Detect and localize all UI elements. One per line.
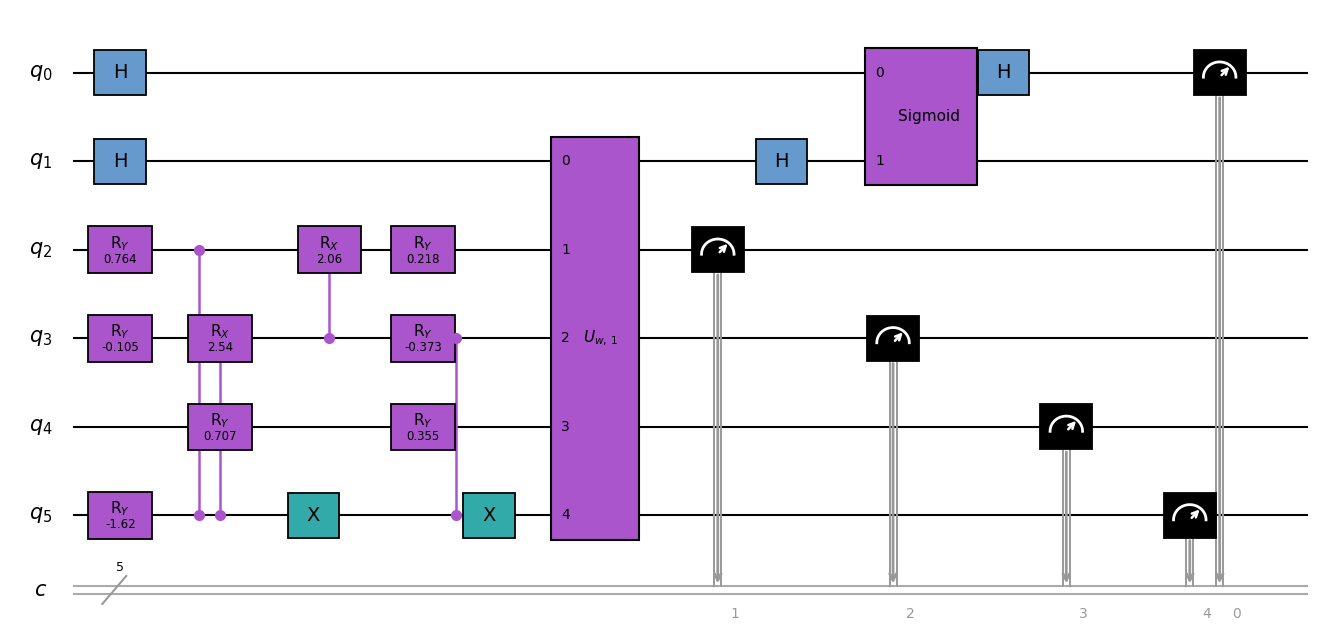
Text: 3: 3	[562, 420, 570, 434]
Text: 0.355: 0.355	[406, 430, 440, 443]
Text: 2.54: 2.54	[207, 341, 232, 354]
Text: $\mathregular{R}_{Y}$: $\mathregular{R}_{Y}$	[413, 323, 433, 341]
Text: 5: 5	[117, 561, 125, 574]
Text: 0: 0	[562, 154, 570, 168]
Bar	[551, 137, 639, 540]
Text: 1: 1	[730, 607, 740, 621]
Bar	[89, 315, 153, 362]
Text: 2.06: 2.06	[316, 253, 343, 266]
Text: 3: 3	[1080, 607, 1088, 621]
Text: 0.764: 0.764	[104, 253, 137, 266]
Text: -0.373: -0.373	[404, 341, 442, 354]
Bar	[463, 493, 515, 538]
Text: $\mathregular{R}_{Y}$: $\mathregular{R}_{Y}$	[210, 411, 230, 430]
Text: $\mathit{c}$: $\mathit{c}$	[35, 580, 48, 600]
Text: H: H	[996, 63, 1011, 82]
Text: X: X	[482, 506, 495, 525]
Text: H: H	[774, 152, 789, 171]
Text: 2: 2	[906, 607, 915, 621]
Bar	[392, 226, 456, 273]
Text: 1: 1	[562, 243, 570, 257]
Text: $\mathregular{R}_{X}$: $\mathregular{R}_{X}$	[210, 323, 230, 341]
Bar	[1163, 493, 1215, 538]
Text: 1: 1	[875, 154, 884, 168]
Text: $\mathit{q}_{2}$: $\mathit{q}_{2}$	[29, 240, 52, 260]
Text: H: H	[113, 152, 127, 171]
Bar	[94, 139, 146, 183]
Text: $\mathit{q}_{0}$: $\mathit{q}_{0}$	[29, 62, 52, 83]
Text: 0.218: 0.218	[406, 253, 440, 266]
Bar	[288, 493, 340, 538]
Bar	[1040, 404, 1092, 449]
Bar	[89, 226, 153, 273]
Bar	[867, 316, 919, 360]
Text: $\mathregular{R}_{Y}$: $\mathregular{R}_{Y}$	[110, 323, 130, 341]
Text: $U_{w,\,1}$: $U_{w,\,1}$	[583, 329, 618, 348]
Text: 0: 0	[875, 66, 884, 79]
Text: $\mathit{q}_{3}$: $\mathit{q}_{3}$	[29, 328, 52, 348]
Bar	[692, 227, 744, 272]
Text: $\mathit{q}_{5}$: $\mathit{q}_{5}$	[29, 505, 52, 525]
Bar	[392, 404, 456, 450]
Bar	[1194, 50, 1246, 95]
Text: Sigmoid: Sigmoid	[898, 110, 960, 125]
Bar	[297, 226, 361, 273]
Text: 0.707: 0.707	[203, 430, 236, 443]
Text: $\mathit{q}_{4}$: $\mathit{q}_{4}$	[29, 417, 52, 437]
Text: 4: 4	[562, 508, 570, 522]
Bar	[189, 315, 252, 362]
Text: X: X	[307, 506, 320, 525]
Bar	[94, 50, 146, 95]
Text: 4: 4	[1203, 607, 1211, 621]
Text: -0.105: -0.105	[101, 341, 139, 354]
Text: $\mathregular{R}_{Y}$: $\mathregular{R}_{Y}$	[110, 500, 130, 518]
Text: $\mathregular{R}_{Y}$: $\mathregular{R}_{Y}$	[110, 234, 130, 253]
Bar	[977, 50, 1029, 95]
Text: 2: 2	[562, 331, 570, 345]
Bar	[865, 49, 976, 185]
Text: $\mathit{q}_{1}$: $\mathit{q}_{1}$	[29, 151, 52, 171]
Bar	[89, 492, 153, 539]
Text: H: H	[113, 63, 127, 82]
Bar	[392, 315, 456, 362]
Text: 0: 0	[1232, 607, 1242, 621]
Bar	[189, 404, 252, 450]
Bar	[756, 139, 807, 183]
Text: $\mathregular{R}_{Y}$: $\mathregular{R}_{Y}$	[413, 234, 433, 253]
Text: $\mathregular{R}_{X}$: $\mathregular{R}_{X}$	[319, 234, 340, 253]
Text: $\mathregular{R}_{Y}$: $\mathregular{R}_{Y}$	[413, 411, 433, 430]
Text: -1.62: -1.62	[105, 518, 135, 531]
